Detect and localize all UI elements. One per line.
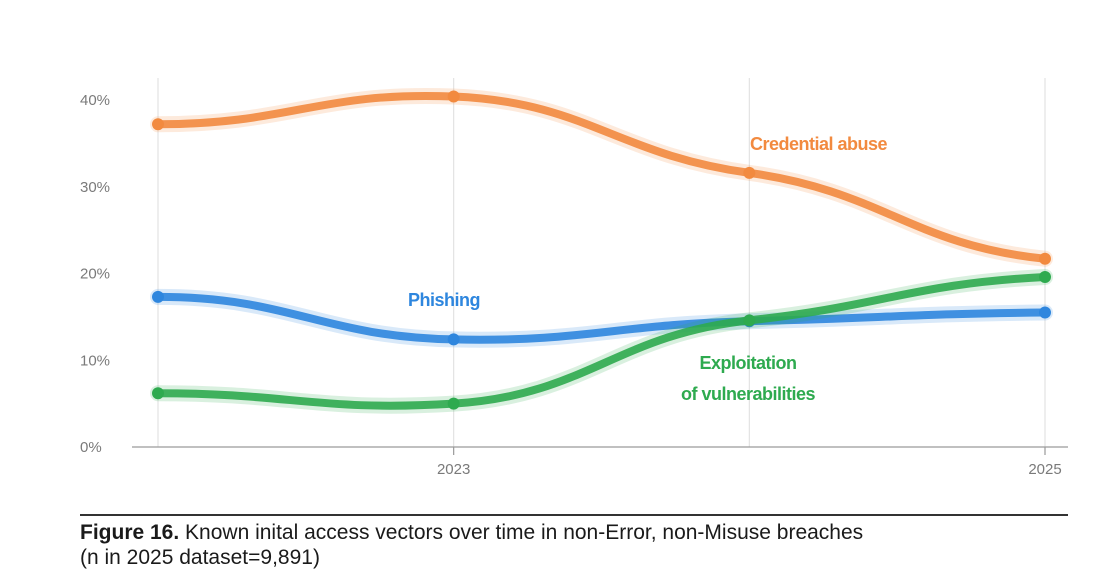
series-line-phishing xyxy=(154,292,1049,344)
figure-caption: Figure 16. Known inital access vectors o… xyxy=(80,520,1080,570)
figure-label: Figure 16. xyxy=(80,521,180,544)
line-chart: 0% 10% 20% 30% 40% 2023 2025 Credential abuse… xyxy=(80,78,1068,478)
caption-text: Known inital access vectors over time in… xyxy=(179,521,864,544)
label-exploitation-line1: Exploitation xyxy=(700,353,797,373)
label-phishing: Phishing xyxy=(408,290,480,310)
series-group xyxy=(150,87,1053,414)
y-tick-label: 30% xyxy=(80,179,110,196)
y-tick-label: 20% xyxy=(80,266,110,283)
label-exploitation-line2: of vulnerabilities xyxy=(681,384,816,404)
point-exploitation-of-vulnerabilities-2 xyxy=(743,314,756,327)
caption-line-1: Figure 16. Known inital access vectors o… xyxy=(80,520,1080,545)
series-band-credential-abuse xyxy=(150,87,1053,267)
series-line-credential-abuse xyxy=(154,91,1049,263)
x-tick-label: 2023 xyxy=(437,461,470,478)
point-credential-abuse-2 xyxy=(743,166,756,179)
point-credential-abuse-3 xyxy=(1039,252,1051,265)
series-line-exploitation-of-vulnerabilities xyxy=(154,272,1049,410)
caption-rule xyxy=(80,514,1068,516)
point-phishing-3 xyxy=(1039,306,1051,319)
point-exploitation-of-vulnerabilities-1 xyxy=(447,397,460,410)
caption-line-2: (n in 2025 dataset=9,891) xyxy=(80,546,320,569)
point-phishing-0 xyxy=(152,290,164,303)
point-exploitation-of-vulnerabilities-0 xyxy=(152,387,164,400)
point-exploitation-of-vulnerabilities-3 xyxy=(1039,270,1051,283)
y-tick-label: 0% xyxy=(80,439,102,456)
x-tick-label: 2025 xyxy=(1028,461,1061,478)
y-tick-label: 40% xyxy=(80,92,110,109)
point-phishing-1 xyxy=(447,333,460,346)
x-axis: 2023 2025 xyxy=(437,447,1062,478)
point-credential-abuse-0 xyxy=(152,118,164,131)
label-credential-abuse: Credential abuse xyxy=(750,134,888,154)
y-tick-label: 10% xyxy=(80,352,110,369)
point-credential-abuse-1 xyxy=(447,90,460,103)
y-axis: 0% 10% 20% 30% 40% xyxy=(80,92,110,456)
